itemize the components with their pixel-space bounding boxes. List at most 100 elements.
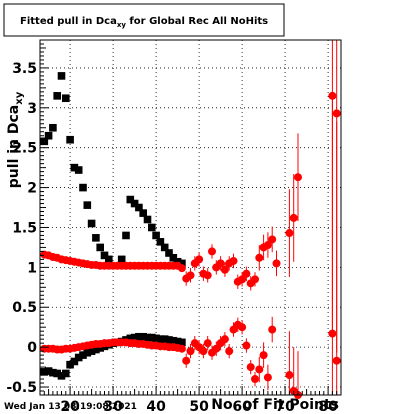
data-point-black [165, 336, 173, 344]
data-point-black [74, 166, 83, 174]
title-main: Fitted pull in Dca [20, 16, 117, 27]
x-tick-label: 70 [275, 399, 295, 414]
data-point-red [285, 371, 294, 380]
data-point-black [57, 372, 66, 380]
data-point-black [96, 243, 104, 252]
data-point-red [268, 235, 277, 244]
data-point-black [53, 92, 61, 100]
data-point-red [203, 271, 212, 280]
title-suffix: for Global Rec All NoHits [126, 16, 268, 27]
data-point-red [199, 347, 208, 356]
x-tick-label: 60 [232, 399, 252, 414]
data-point-black [44, 131, 53, 140]
data-point-black [57, 72, 66, 80]
data-point-black [143, 215, 152, 224]
data-point-red [208, 247, 216, 256]
data-point-black [44, 367, 53, 375]
x-tick-label: 50 [189, 399, 209, 414]
chart-title: Fitted pull in Dcaxy for Global Rec All … [20, 16, 268, 29]
data-point-black [135, 203, 143, 212]
data-point-black [139, 332, 147, 341]
data-point-black [40, 368, 49, 376]
x-tick-labels: 20 30 40 50 60 70 80 [60, 399, 338, 414]
y-tick-label: 0.5 [12, 300, 37, 316]
data-point-black [122, 231, 130, 240]
title-subscript: xy [117, 21, 127, 29]
x-axis-label: No. of Fit Points [211, 397, 339, 413]
data-point-black [178, 259, 186, 268]
data-point-black [135, 332, 143, 341]
data-point-red [263, 241, 272, 250]
data-point-black [139, 209, 147, 217]
y-tick-label: 1 [27, 260, 37, 276]
y-tick-label: 1.5 [12, 220, 37, 236]
data-point-black [100, 251, 109, 260]
y-tick-labels: -0.5 0 0.5 1 1.5 2 2.5 3 3.5 [6, 61, 37, 396]
data-point-red [285, 229, 294, 238]
data-point-red [251, 275, 259, 284]
data-point-black [152, 334, 160, 343]
data-point-red [332, 109, 341, 118]
data-point-black [83, 201, 92, 209]
data-point-red [246, 363, 255, 372]
data-point-black [92, 345, 100, 354]
data-point-black [53, 369, 61, 378]
timestamp: Wed Jan 13 08:19:08 2021 [4, 402, 137, 412]
data-point-red [255, 253, 264, 262]
data-point-red [203, 339, 212, 348]
data-point-black [148, 333, 156, 342]
chart-title-box: Fitted pull in Dcaxy for Global Rec All … [3, 3, 285, 37]
data-point-black [40, 137, 49, 146]
data-point-black [173, 337, 182, 346]
data-point-black [143, 333, 152, 342]
y-axis-label: pull in Dcaxy [6, 91, 25, 188]
data-point-red [182, 356, 191, 365]
data-point-black [66, 135, 74, 144]
data-point-black [62, 94, 70, 103]
x-tick-label: 40 [146, 399, 166, 414]
data-point-black [169, 253, 178, 262]
data-point-black [117, 255, 126, 264]
data-point-black [62, 369, 70, 378]
y-tick-label: -0.5 [6, 380, 37, 396]
data-point-red [177, 344, 186, 353]
data-point-black [126, 334, 135, 343]
data-point-black [156, 238, 165, 246]
data-point-black [105, 255, 113, 264]
data-point-red [220, 265, 229, 274]
data-point-red [294, 173, 302, 182]
data-point-black [178, 338, 186, 347]
data-point-black [148, 223, 156, 232]
data-point-red [328, 329, 337, 338]
data-point-red [220, 335, 229, 344]
y-axis-label-subscript: xy [14, 91, 25, 104]
y-tick-label: 2.5 [12, 141, 37, 157]
data-point-red [328, 91, 337, 100]
data-point-red [216, 259, 225, 268]
data-point-black [87, 219, 96, 228]
data-point-red [186, 271, 195, 280]
data-point-red [332, 356, 341, 365]
data-point-red [255, 365, 264, 374]
data-point-red [229, 256, 238, 265]
data-point-black [49, 123, 57, 132]
data-point-black [169, 336, 178, 345]
data-point-black [160, 335, 169, 343]
data-point-black [165, 249, 173, 257]
x-tick-label: 30 [103, 399, 123, 414]
data-point-red [263, 373, 272, 382]
data-point-black [130, 199, 139, 208]
data-point-black [152, 231, 160, 240]
data-point-black [156, 335, 165, 343]
data-point-black [70, 357, 79, 366]
data-point-red [272, 259, 281, 268]
data-point-black [92, 234, 100, 242]
ticks-layer [40, 39, 342, 395]
data-point-red [212, 344, 221, 353]
data-point-red [225, 347, 234, 356]
y-tick-label: 3 [27, 101, 37, 117]
data-point-black [160, 243, 169, 252]
data-point-black [70, 163, 79, 172]
data-point-black [79, 351, 87, 359]
markers-layer [40, 72, 341, 399]
